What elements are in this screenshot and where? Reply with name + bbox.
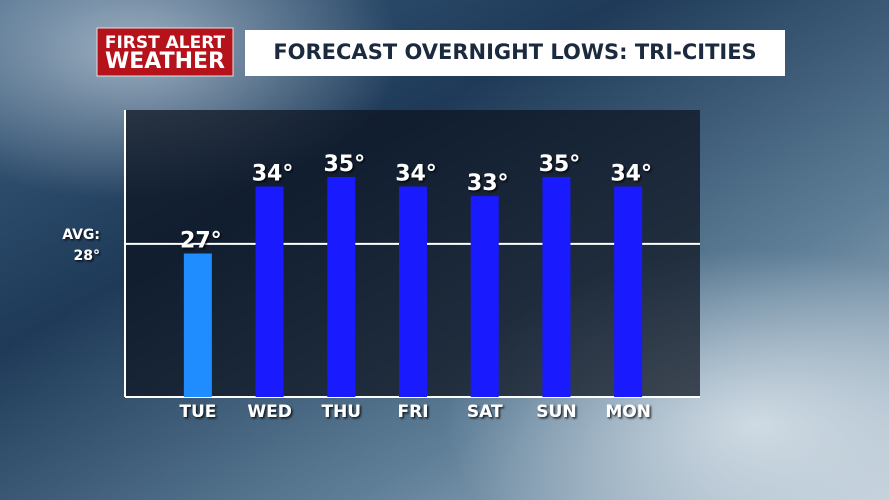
average-label: AVG: (62, 227, 100, 243)
x-tick-label: THU (321, 402, 361, 422)
bar (399, 186, 427, 397)
bar (183, 253, 212, 397)
bar (614, 186, 643, 397)
logo-box (96, 27, 234, 77)
value-label: 34° (610, 162, 652, 187)
x-tick-label: WED (247, 402, 291, 422)
x-tick-label: TUE (179, 402, 216, 422)
bar (470, 196, 499, 397)
bar (255, 186, 284, 397)
x-tick-label: FRI (397, 402, 428, 422)
logo-line: WEATHER (105, 49, 225, 74)
value-label: 27° (180, 229, 222, 254)
average-value: 28° (74, 248, 100, 264)
x-tick-label: MON (605, 402, 651, 422)
value-label: 34° (395, 162, 437, 187)
x-tick-label: SUN (536, 402, 576, 422)
title-box (245, 30, 785, 76)
value-label: 33° (467, 171, 509, 196)
value-label: 35° (323, 152, 365, 177)
value-label: 34° (252, 162, 294, 187)
logo-line: FIRST ALERT (105, 33, 226, 53)
bar (327, 176, 356, 397)
bar (542, 176, 571, 397)
chart-title: FORECAST OVERNIGHT LOWS: TRI-CITIES (273, 40, 756, 64)
x-tick-label: SAT (467, 402, 503, 422)
value-label: 35° (539, 152, 581, 177)
